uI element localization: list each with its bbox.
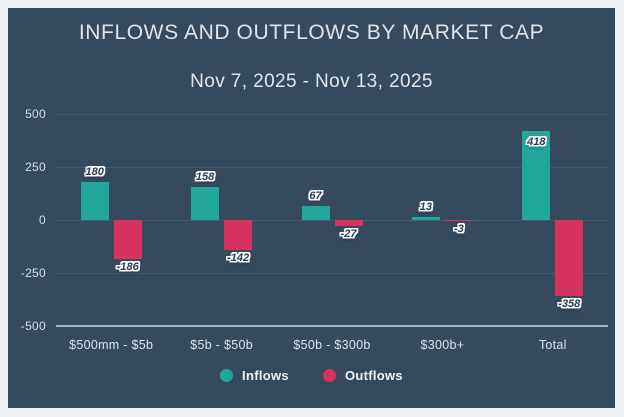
bar-value-label: 158 [195,170,215,183]
bar-value-label: -358 [558,297,581,310]
bar-value-label: 418 [527,136,546,149]
chart-card: INFLOWS AND OUTFLOWS BY MARKET CAP Nov 7… [8,8,615,408]
x-axis: $500mm - $5b $5b - $50b $50b - $300b $300b+… [56,338,608,356]
legend-label: Inflows [242,368,289,383]
inflow-bar[interactable] [80,181,109,220]
gridline [56,167,608,168]
gridline [56,220,608,221]
bar-value-label: -27 [340,227,357,240]
plot-area: 180 -186 158 -142 67 -27 13 -3 418 -358 [56,114,608,327]
legend-item-outflows[interactable]: Outflows [322,368,403,383]
chart-subtitle: Nov 7, 2025 - Nov 13, 2025 [190,71,433,92]
x-axis-line [56,325,608,327]
bar-value-label: -3 [454,223,464,235]
x-category-label: $300b+ [420,338,465,352]
bar-value-label: 13 [419,201,433,214]
legend-item-inflows[interactable]: Inflows [220,368,289,383]
outflow-bar[interactable] [444,220,473,221]
outflow-bar[interactable] [224,220,253,251]
legend: Inflows Outflows [8,368,615,383]
bar-value-label: 180 [85,165,104,178]
y-tick-label: 500 [25,107,46,121]
y-tick-label: -250 [20,266,46,280]
chart-title: INFLOWS AND OUTFLOWS BY MARKET CAP [78,21,545,44]
y-tick-label: -500 [20,319,46,333]
x-category-label: $500mm - $5b [69,338,154,352]
gridline [56,273,608,274]
y-tick-label: 0 [39,213,46,227]
x-category-label: Total [538,338,567,352]
legend-swatch-icon [322,369,336,382]
inflow-bar[interactable] [191,186,220,220]
bar-value-label: 67 [309,189,322,202]
y-axis: 500 250 0 -250 -500 [8,107,46,333]
outflow-bar[interactable] [334,220,363,226]
x-category-label: $50b - $300b [293,338,371,352]
legend-swatch-icon [220,369,234,382]
y-tick-label: 250 [25,160,46,174]
inflow-bar[interactable] [522,131,551,220]
legend-label: Outflows [344,368,403,383]
inflow-bar[interactable] [411,217,440,220]
x-category-label: $5b - $50b [190,338,253,352]
gridline [56,114,608,115]
bar-value-label: -142 [227,252,250,265]
bar-value-label: -186 [116,261,139,274]
outflow-bar[interactable] [113,220,142,260]
inflow-bar[interactable] [301,205,330,220]
outflow-bar[interactable] [555,220,584,296]
